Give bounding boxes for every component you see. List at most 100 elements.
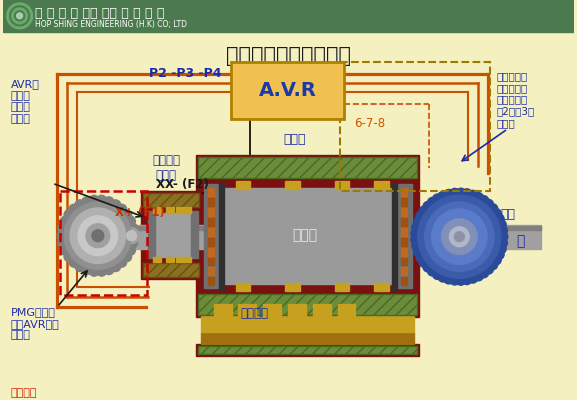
Bar — [401, 248, 407, 256]
Bar — [60, 191, 147, 295]
Circle shape — [428, 266, 437, 276]
Bar — [198, 294, 417, 315]
Circle shape — [78, 216, 118, 256]
Circle shape — [61, 245, 70, 255]
Bar — [176, 207, 184, 213]
Bar — [208, 258, 213, 266]
Bar — [219, 183, 224, 290]
Circle shape — [484, 264, 493, 274]
Bar — [141, 209, 201, 262]
Bar — [196, 156, 419, 180]
Text: 合 成 工 程 （香 港） 有 限 公 司: 合 成 工 程 （香 港） 有 限 公 司 — [35, 7, 165, 20]
Bar — [166, 256, 174, 262]
Circle shape — [419, 206, 429, 216]
Circle shape — [411, 235, 421, 245]
Text: 励磁转子
和定子: 励磁转子 和定子 — [152, 154, 180, 182]
Bar — [183, 256, 191, 262]
Text: 从主定子来
的交流电源
和传感信号
（2相或3相
感应）: 从主定子来 的交流电源 和传感信号 （2相或3相 感应） — [497, 71, 535, 128]
Bar — [208, 198, 213, 206]
Circle shape — [414, 247, 424, 256]
Circle shape — [449, 227, 469, 247]
Bar — [153, 256, 161, 262]
Bar — [149, 213, 193, 256]
Bar — [208, 268, 213, 275]
Bar — [141, 262, 201, 279]
Bar — [231, 62, 344, 119]
Bar — [401, 218, 407, 226]
Bar — [208, 228, 213, 236]
Circle shape — [479, 196, 489, 206]
Bar — [263, 304, 281, 316]
Bar — [97, 225, 206, 248]
Circle shape — [498, 232, 508, 242]
Circle shape — [414, 217, 424, 227]
Circle shape — [468, 190, 478, 200]
Bar — [374, 283, 389, 291]
Circle shape — [411, 229, 421, 239]
Text: 轴承: 轴承 — [500, 208, 515, 221]
Text: PMG提供电
源给AVR（安
装时）: PMG提供电 源给AVR（安 装时） — [11, 307, 59, 340]
Text: 主转子: 主转子 — [293, 228, 317, 242]
Circle shape — [423, 202, 433, 211]
Circle shape — [104, 197, 114, 207]
Bar — [288, 304, 306, 316]
Circle shape — [64, 202, 132, 269]
Circle shape — [468, 273, 478, 283]
Bar — [213, 304, 231, 316]
Bar — [208, 208, 213, 216]
Text: X+ (F1): X+ (F1) — [115, 206, 164, 219]
Circle shape — [484, 199, 493, 209]
Bar — [339, 62, 490, 191]
Circle shape — [433, 270, 443, 279]
Circle shape — [58, 238, 68, 248]
Circle shape — [86, 224, 110, 248]
Circle shape — [456, 188, 466, 198]
Bar — [148, 211, 155, 258]
Circle shape — [462, 275, 472, 284]
Circle shape — [412, 223, 422, 232]
Circle shape — [450, 275, 460, 285]
Circle shape — [412, 241, 422, 251]
Bar — [285, 181, 300, 189]
Circle shape — [492, 209, 501, 218]
Bar — [198, 346, 417, 354]
Bar — [401, 258, 407, 266]
Circle shape — [58, 223, 68, 233]
Circle shape — [122, 210, 132, 220]
Bar — [335, 283, 350, 291]
Text: 6-7-8: 6-7-8 — [354, 117, 385, 130]
Bar — [176, 256, 184, 262]
Circle shape — [488, 260, 498, 270]
Circle shape — [432, 209, 487, 264]
Circle shape — [17, 13, 23, 19]
Text: 内部培训: 内部培训 — [11, 388, 37, 398]
Bar — [238, 304, 256, 316]
Circle shape — [425, 202, 494, 271]
Text: XX- (F2): XX- (F2) — [156, 178, 209, 191]
Bar — [196, 180, 419, 292]
Bar — [198, 158, 417, 178]
Circle shape — [14, 11, 25, 21]
Bar — [398, 184, 412, 288]
Bar — [235, 283, 250, 291]
Bar — [401, 228, 407, 236]
Circle shape — [123, 228, 140, 244]
Circle shape — [456, 275, 466, 285]
Circle shape — [64, 210, 74, 220]
Circle shape — [92, 230, 104, 242]
Text: HOP SHING ENGINEERING (H.K) CO; LTD: HOP SHING ENGINEERING (H.K) CO; LTD — [35, 20, 188, 29]
Bar — [401, 268, 407, 275]
Circle shape — [438, 272, 448, 282]
Bar — [401, 198, 407, 206]
Circle shape — [70, 208, 126, 264]
Circle shape — [89, 195, 99, 205]
Bar — [201, 316, 414, 332]
Circle shape — [69, 257, 79, 267]
Circle shape — [416, 211, 426, 221]
Circle shape — [111, 200, 121, 210]
Bar — [401, 188, 407, 196]
Circle shape — [125, 216, 136, 226]
Circle shape — [496, 244, 506, 254]
Bar — [166, 207, 174, 213]
Bar — [97, 226, 206, 230]
